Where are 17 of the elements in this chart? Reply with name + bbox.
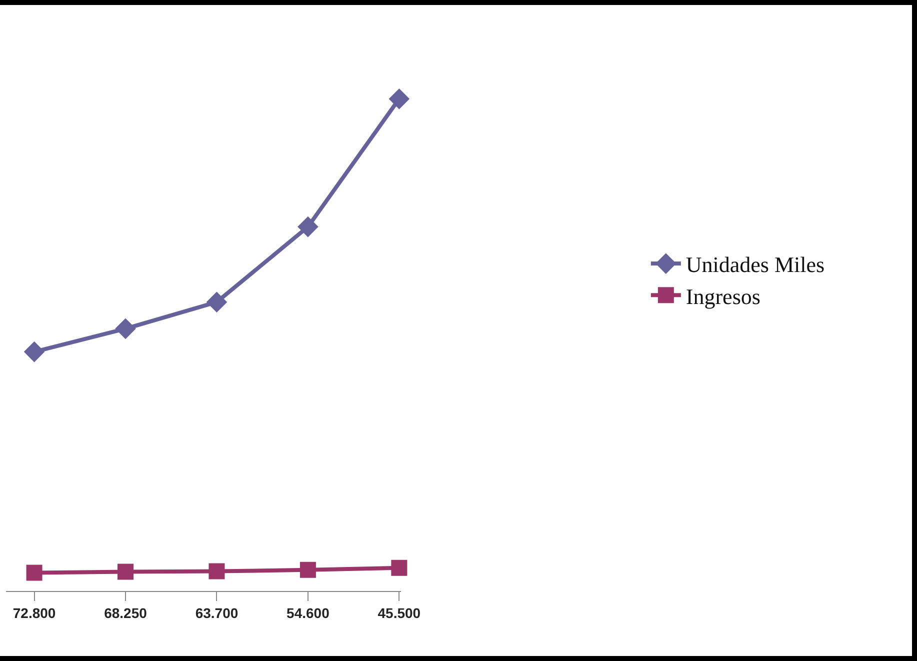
legend-label: Unidades Miles bbox=[686, 252, 825, 278]
x-tick-label: 63.700 bbox=[195, 604, 238, 621]
point bbox=[115, 318, 136, 340]
point bbox=[298, 216, 318, 238]
point bbox=[26, 564, 42, 581]
x-tick-label: 68.250 bbox=[104, 604, 148, 621]
point bbox=[388, 88, 410, 110]
point bbox=[24, 341, 45, 362]
point bbox=[118, 564, 134, 580]
point bbox=[208, 563, 225, 580]
legend-label: Ingresos bbox=[686, 284, 760, 309]
point bbox=[300, 562, 316, 578]
x-tick-label: 72.800 bbox=[12, 604, 56, 621]
x-tick-label: 45.500 bbox=[378, 604, 421, 621]
x-tick-label: 54.600 bbox=[286, 604, 330, 621]
point bbox=[391, 560, 408, 576]
point bbox=[206, 292, 228, 312]
